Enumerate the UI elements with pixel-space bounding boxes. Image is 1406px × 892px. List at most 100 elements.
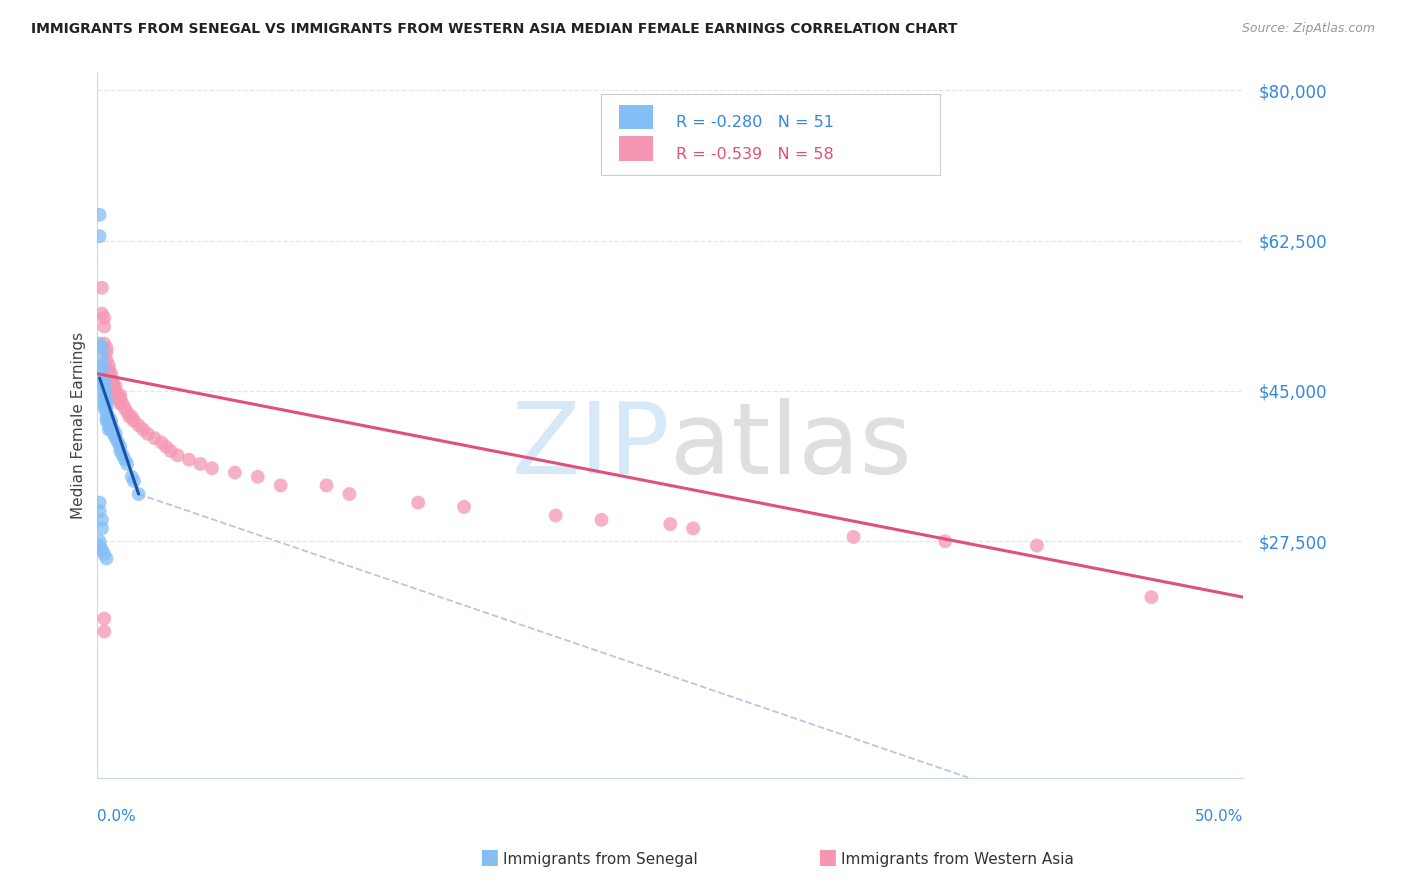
Point (155, 440, 177, 454)
Point (97, 358, 120, 372)
Point (166, 448, 188, 462)
Point (122, 414, 145, 428)
Point (93, 310, 115, 325)
Point (96, 409, 118, 424)
Text: ■: ■ (479, 847, 499, 867)
Point (104, 431, 127, 445)
Point (103, 376, 125, 390)
Point (93, 384, 115, 398)
Point (96, 401, 118, 416)
Point (177, 452, 200, 467)
Point (107, 392, 129, 407)
Point (90, 281, 112, 295)
Point (97, 418, 120, 433)
Point (107, 435, 129, 450)
Point (89, 504, 111, 518)
Point (96, 405, 118, 419)
Point (100, 418, 122, 433)
Point (110, 397, 132, 411)
Point (89, 539, 111, 553)
Point (150, 435, 173, 450)
Text: Source: ZipAtlas.com: Source: ZipAtlas.com (1241, 22, 1375, 36)
Point (93, 319, 115, 334)
Point (1140, 590, 1163, 604)
Point (114, 452, 136, 467)
Point (90, 513, 112, 527)
Point (96, 345, 118, 359)
Point (89, 534, 111, 549)
Point (406, 495, 429, 509)
Point (659, 517, 682, 532)
Point (114, 401, 136, 416)
Bar (619, 104, 652, 129)
Point (246, 470, 269, 484)
Point (97, 362, 120, 376)
Point (93, 376, 115, 390)
Text: 50.0%: 50.0% (1195, 809, 1243, 824)
Point (143, 431, 166, 445)
Point (93, 392, 115, 407)
Point (90, 376, 112, 390)
Text: Immigrants from Western Asia: Immigrants from Western Asia (841, 852, 1074, 867)
Point (136, 426, 159, 441)
Point (100, 423, 122, 437)
Point (90, 341, 112, 355)
Point (121, 409, 143, 424)
Point (93, 336, 115, 351)
Point (453, 500, 475, 514)
Point (111, 397, 134, 411)
Point (128, 418, 150, 433)
Point (90, 307, 112, 321)
Point (90, 542, 112, 557)
FancyBboxPatch shape (602, 95, 939, 175)
Text: Immigrants from Senegal: Immigrants from Senegal (503, 852, 699, 867)
Point (93, 547, 115, 561)
Point (96, 414, 118, 428)
Point (100, 376, 122, 390)
Point (96, 551, 118, 566)
Point (315, 478, 337, 492)
Text: atlas: atlas (671, 398, 912, 495)
Point (128, 487, 150, 501)
Text: R = -0.280   N = 51: R = -0.280 N = 51 (676, 115, 834, 130)
Point (90, 358, 112, 372)
Point (544, 508, 567, 523)
Bar (619, 136, 652, 161)
Point (110, 392, 132, 407)
Point (89, 336, 111, 351)
Point (100, 414, 122, 428)
Point (93, 401, 115, 416)
Point (93, 397, 115, 411)
Point (104, 384, 127, 398)
Text: ZIP: ZIP (512, 398, 671, 495)
Point (122, 474, 145, 488)
Point (97, 423, 120, 437)
Point (842, 530, 865, 544)
Point (118, 409, 141, 424)
Point (104, 388, 127, 402)
Point (90, 521, 112, 535)
Point (934, 534, 956, 549)
Point (339, 487, 361, 501)
Point (90, 362, 112, 376)
Point (121, 470, 143, 484)
Point (93, 388, 115, 402)
Point (97, 409, 120, 424)
Point (682, 521, 704, 535)
Point (90, 350, 112, 364)
Point (90, 371, 112, 385)
Point (97, 414, 120, 428)
Point (96, 354, 118, 368)
Point (270, 478, 292, 492)
Point (115, 405, 138, 419)
Point (159, 444, 181, 458)
Point (104, 379, 127, 393)
Point (132, 423, 155, 437)
Point (97, 367, 120, 381)
Point (111, 448, 134, 462)
Point (100, 367, 122, 381)
Text: ■: ■ (817, 847, 837, 867)
Point (107, 388, 129, 402)
Point (1025, 539, 1047, 553)
Point (110, 388, 132, 402)
